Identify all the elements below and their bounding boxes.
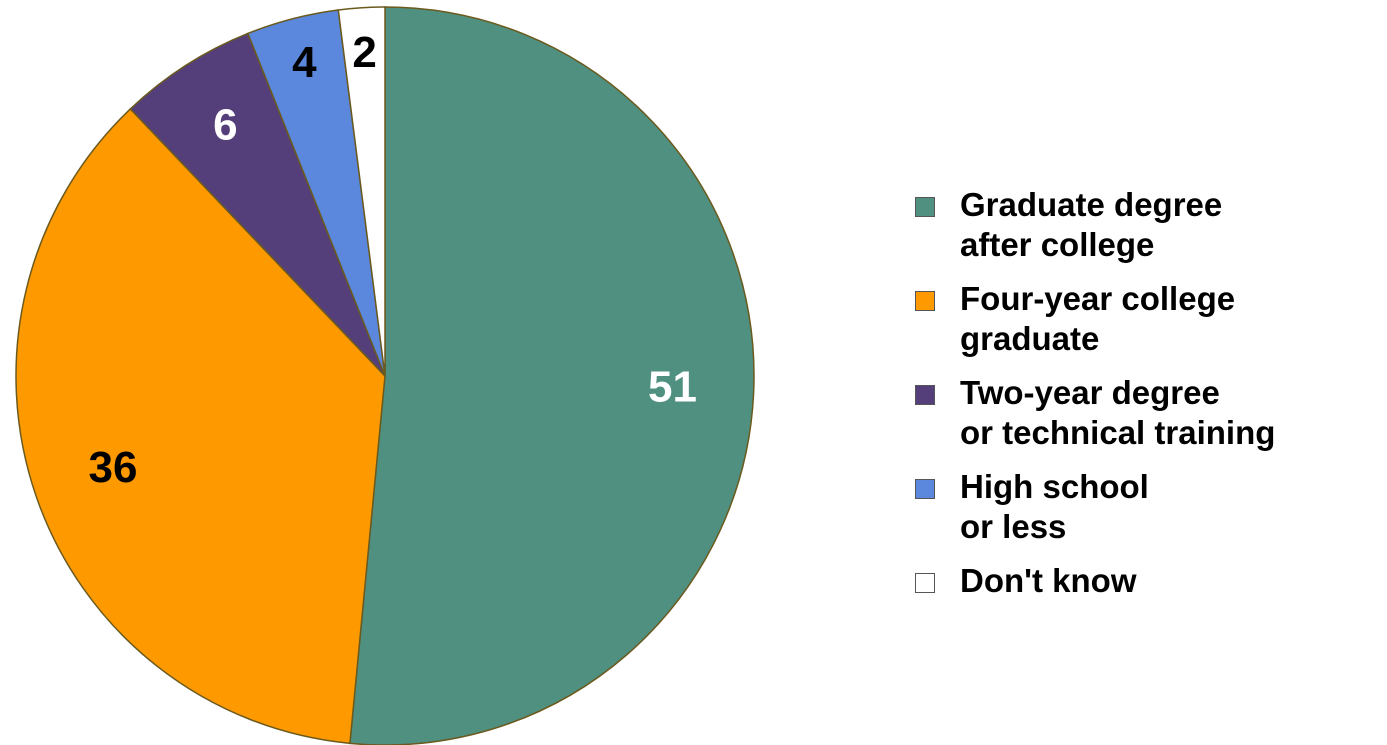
legend-swatch [915,197,935,217]
legend-swatch [915,291,935,311]
legend-item: Graduate degree after college [915,185,1385,265]
legend-label: Graduate degree after college [960,186,1223,263]
legend-label: High school or less [960,468,1149,545]
legend-swatch [915,573,935,593]
legend: Graduate degree after college Four-year c… [915,185,1385,615]
legend-label: Don't know [960,562,1137,599]
legend-item: Four-year college graduate [915,279,1385,359]
data-label: 36 [89,443,138,492]
pie-slice [337,6,386,377]
pie-slice [349,6,755,745]
data-label: 6 [213,100,237,149]
legend-label: Four-year college graduate [960,280,1236,357]
legend-item: High school or less [915,467,1385,547]
data-label: 2 [352,28,376,77]
pie-slice [15,107,386,745]
pie-slice [129,32,386,377]
legend-swatch [915,479,935,499]
legend-item: Don't know [915,561,1385,601]
data-label: 51 [648,362,697,411]
legend-label: Two-year degree or technical training [960,374,1276,451]
data-label: 4 [292,38,317,87]
legend-swatch [915,385,935,405]
legend-item: Two-year degree or technical training [915,373,1385,453]
